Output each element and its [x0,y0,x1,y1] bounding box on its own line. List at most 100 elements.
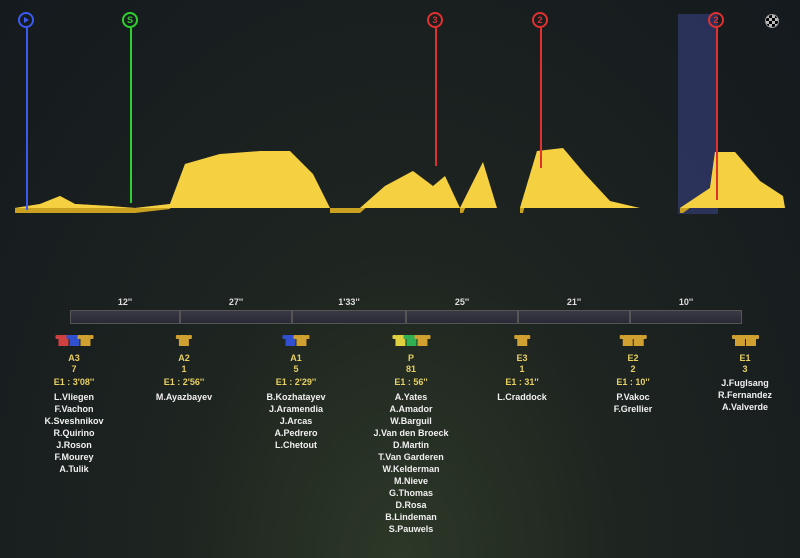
jersey-icon [417,335,427,346]
rider-name: L.Chetout [275,439,317,451]
rider-name: M.Nieve [394,475,428,487]
climb-marker-pin: 2 [708,12,724,28]
rider-name: B.Lindeman [385,511,437,523]
rider-name: G.Thomas [389,487,433,499]
group-jersey-icons [179,335,189,351]
group-id: E2 [627,353,638,363]
rider-name: R.Fernandez [718,389,772,401]
rider-name: W.Kelderman [382,463,439,475]
rider-name: L.Craddock [497,391,547,403]
rider-name: J.Aramendia [269,403,323,415]
group-id: A1 [290,353,302,363]
marker-line [540,28,542,168]
group-count: 5 [293,364,298,374]
rider-name: J.Roson [56,439,92,451]
rider-name: W.Barguil [390,415,432,427]
timeline-segment: 10'' [630,310,742,324]
group-column-a1[interactable]: A15 E1 : 2'29'' B.KozhatayevJ.AramendiaJ.A… [266,335,325,451]
group-column-e2[interactable]: E22 E1 : 10'' P.VakocF.Grellier [614,335,653,415]
group-jersey-icons [623,335,644,351]
rider-name: D.Rosa [395,499,426,511]
marker-line [130,28,132,203]
group-time-gap: E1 : 2'29'' [276,377,316,387]
stage-profile-area: S 3 2 2 [0,0,800,230]
rider-name: S.Pauwels [389,523,434,535]
gap-label: 12'' [118,297,132,307]
rider-name: B.Kozhatayev [266,391,325,403]
group-jersey-icons [286,335,307,351]
group-time-gap: E1 : 56'' [394,377,427,387]
timeline-segment: 12'' [70,310,180,324]
rider-name: F.Vachon [54,403,93,415]
rider-name: D.Martin [393,439,429,451]
group-column-a3[interactable]: A37 E1 : 3'08'' L.VliegenF.VachonK.Sveshni… [44,335,103,475]
rider-name: T.Van Garderen [378,451,444,463]
group-column-a2[interactable]: A21 E1 : 2'56'' M.Ayazbayev [156,335,212,403]
timeline-segment: 27'' [180,310,292,324]
climb-marker-pin: 3 [427,12,443,28]
timeline-segment: 1'33'' [292,310,406,324]
rider-name: A.Amador [389,403,432,415]
rider-name: J.Arcas [280,415,313,427]
group-jersey-icons [517,335,527,351]
group-id: P [408,353,414,363]
marker-line [435,28,437,166]
climb-marker: 3 [435,12,437,28]
rider-name: J.Van den Broeck [373,427,448,439]
group-id: A3 [68,353,80,363]
jersey-icon [634,335,644,346]
climb-marker: 2 [540,12,542,28]
group-id: A2 [178,353,190,363]
finish-marker-icon [765,14,779,28]
group-jersey-icons [395,335,427,351]
group-jersey-icons [58,335,90,351]
jersey-icon [745,335,755,346]
start-marker [26,12,28,28]
jersey-icon [297,335,307,346]
jersey-icon [179,335,189,346]
rider-name: L.Vliegen [54,391,94,403]
jersey-icon [517,335,527,346]
rider-name: J.Fuglsang [721,377,769,389]
group-count: 1 [181,364,186,374]
group-column-p[interactable]: P81E1 : 56''A.YatesA.AmadorW.BarguilJ.Va… [373,335,448,535]
rider-name: A.Pedrero [274,427,317,439]
rider-name: R.Quirino [54,427,95,439]
gap-label: 21'' [567,297,581,307]
gap-timeline: 12''27''1'33''25''21''10'' [70,310,750,328]
group-count: 3 [742,364,747,374]
jersey-icon [80,335,90,346]
timeline-segment: 21'' [518,310,630,324]
group-time-gap: E1 : 2'56'' [164,377,204,387]
gap-label: 27'' [229,297,243,307]
group-count: 7 [71,364,76,374]
timeline-segment: 25'' [406,310,518,324]
rider-name: P.Vakoc [616,391,649,403]
rider-name: F.Grellier [614,403,653,415]
sprint-marker-pin: S [122,12,138,28]
gap-label: 25'' [455,297,469,307]
group-id: E1 [739,353,750,363]
group-time-gap: E1 : 3'08'' [54,377,94,387]
group-time-gap: E1 : 31'' [505,377,538,387]
rider-name: K.Sveshnikov [44,415,103,427]
climb-marker-pin: 2 [532,12,548,28]
group-count: 2 [630,364,635,374]
group-count: 1 [519,364,524,374]
climb-marker: 2 [716,12,718,28]
group-count: 81 [406,364,416,374]
marker-line [26,28,28,210]
gap-label: 10'' [679,297,693,307]
marker-line [716,28,718,200]
rider-name: F.Mourey [54,451,93,463]
rider-name: A.Valverde [722,401,768,413]
group-jersey-icons [734,335,755,351]
group-time-gap: E1 : 10'' [616,377,649,387]
gap-label: 1'33'' [338,297,359,307]
group-id: E3 [516,353,527,363]
sprint-marker: S [130,12,132,28]
rider-name: M.Ayazbayev [156,391,212,403]
group-column-e1[interactable]: E13 J.FuglsangR.FernandezA.Valverde [718,335,772,413]
group-column-e3[interactable]: E31 E1 : 31'' L.Craddock [497,335,547,403]
rider-name: A.Tulik [59,463,88,475]
